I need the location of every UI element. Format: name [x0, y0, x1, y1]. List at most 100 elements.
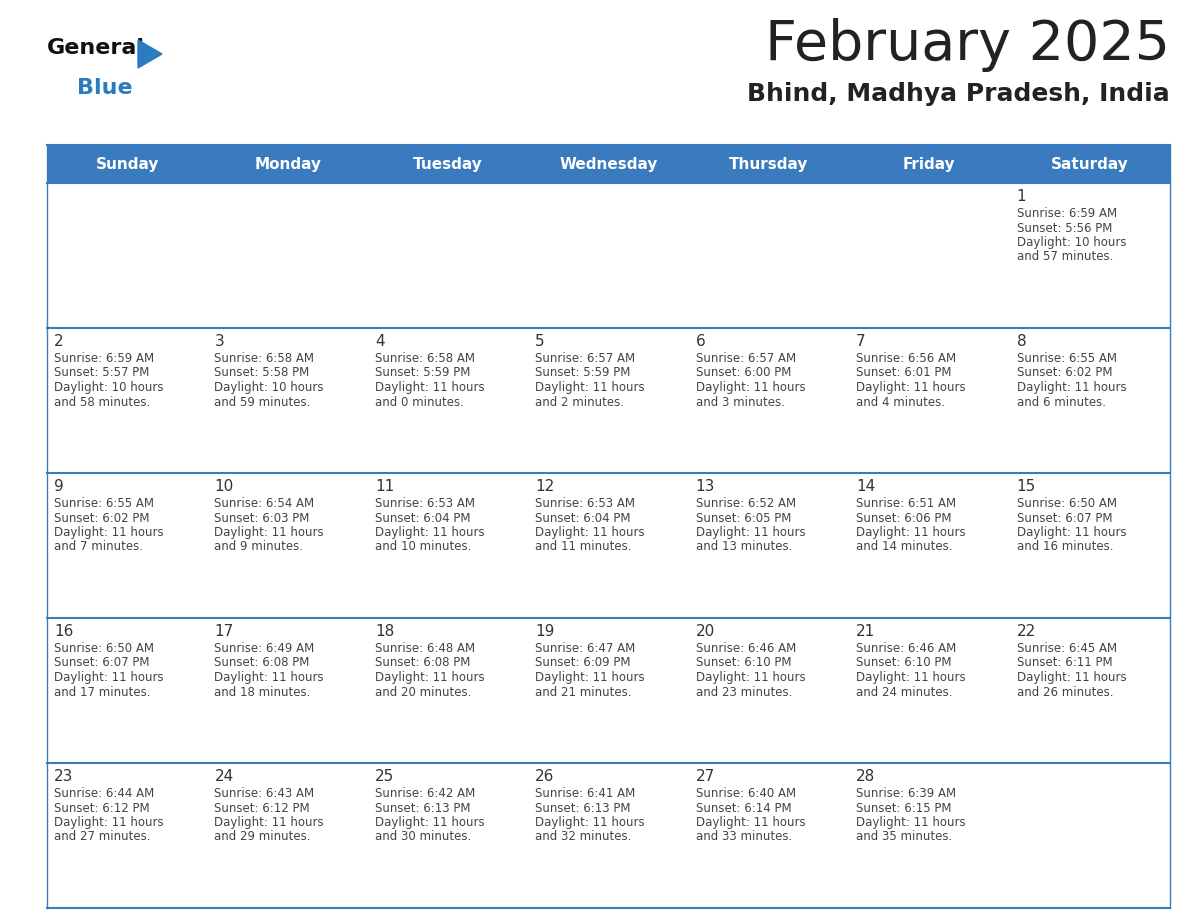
Text: Sunrise: 6:59 AM: Sunrise: 6:59 AM [53, 352, 154, 365]
Text: Sunrise: 6:56 AM: Sunrise: 6:56 AM [857, 352, 956, 365]
Bar [689, 473, 849, 618]
Text: 6: 6 [696, 334, 706, 349]
Text: Daylight: 11 hours: Daylight: 11 hours [375, 526, 485, 539]
Bar [368, 473, 529, 618]
Text: Sunset: 6:10 PM: Sunset: 6:10 PM [696, 656, 791, 669]
Text: Wednesday: Wednesday [560, 156, 658, 172]
Text: Sunrise: 6:46 AM: Sunrise: 6:46 AM [696, 642, 796, 655]
Text: Sunset: 6:12 PM: Sunset: 6:12 PM [53, 801, 150, 814]
Text: and 59 minutes.: and 59 minutes. [214, 396, 311, 409]
Text: and 30 minutes.: and 30 minutes. [375, 831, 472, 844]
Text: Blue: Blue [77, 78, 133, 98]
Text: Sunset: 6:15 PM: Sunset: 6:15 PM [857, 801, 952, 814]
Text: 12: 12 [536, 479, 555, 494]
Bar [208, 473, 368, 618]
Text: Sunset: 6:07 PM: Sunset: 6:07 PM [53, 656, 150, 669]
Text: 5: 5 [536, 334, 545, 349]
Text: and 21 minutes.: and 21 minutes. [536, 686, 632, 699]
Text: Daylight: 10 hours: Daylight: 10 hours [1017, 236, 1126, 249]
Text: Sunrise: 6:50 AM: Sunrise: 6:50 AM [1017, 497, 1117, 510]
Text: Daylight: 11 hours: Daylight: 11 hours [696, 816, 805, 829]
Text: Sunset: 5:57 PM: Sunset: 5:57 PM [53, 366, 150, 379]
Text: Sunset: 6:12 PM: Sunset: 6:12 PM [214, 801, 310, 814]
Bar [1010, 328, 1170, 473]
Bar [368, 328, 529, 473]
Text: 24: 24 [214, 769, 234, 784]
Polygon shape [138, 40, 162, 68]
Text: and 23 minutes.: and 23 minutes. [696, 686, 792, 699]
Text: and 16 minutes.: and 16 minutes. [1017, 541, 1113, 554]
Text: Daylight: 11 hours: Daylight: 11 hours [214, 526, 324, 539]
Text: Daylight: 11 hours: Daylight: 11 hours [53, 526, 164, 539]
Bar [48, 145, 1170, 183]
Text: Daylight: 11 hours: Daylight: 11 hours [375, 671, 485, 684]
Bar [849, 763, 1010, 908]
Bar [48, 183, 208, 328]
Text: 17: 17 [214, 624, 234, 639]
Bar [689, 183, 849, 328]
Text: Thursday: Thursday [729, 156, 809, 172]
Text: Sunrise: 6:41 AM: Sunrise: 6:41 AM [536, 787, 636, 800]
Text: and 24 minutes.: and 24 minutes. [857, 686, 953, 699]
Text: Sunset: 6:13 PM: Sunset: 6:13 PM [536, 801, 631, 814]
Text: Sunrise: 6:40 AM: Sunrise: 6:40 AM [696, 787, 796, 800]
Text: and 57 minutes.: and 57 minutes. [1017, 251, 1113, 263]
Text: 26: 26 [536, 769, 555, 784]
Text: and 18 minutes.: and 18 minutes. [214, 686, 311, 699]
Text: Sunrise: 6:57 AM: Sunrise: 6:57 AM [696, 352, 796, 365]
Text: Daylight: 11 hours: Daylight: 11 hours [857, 526, 966, 539]
Text: Sunrise: 6:48 AM: Sunrise: 6:48 AM [375, 642, 475, 655]
Text: 19: 19 [536, 624, 555, 639]
Text: Daylight: 11 hours: Daylight: 11 hours [536, 671, 645, 684]
Text: Sunday: Sunday [95, 156, 159, 172]
Text: Sunrise: 6:55 AM: Sunrise: 6:55 AM [53, 497, 154, 510]
Text: Sunrise: 6:58 AM: Sunrise: 6:58 AM [375, 352, 475, 365]
Text: Daylight: 11 hours: Daylight: 11 hours [536, 526, 645, 539]
Text: 15: 15 [1017, 479, 1036, 494]
Text: Daylight: 11 hours: Daylight: 11 hours [53, 816, 164, 829]
Text: Daylight: 10 hours: Daylight: 10 hours [53, 381, 164, 394]
Text: Sunset: 5:59 PM: Sunset: 5:59 PM [375, 366, 470, 379]
Text: Sunset: 6:00 PM: Sunset: 6:00 PM [696, 366, 791, 379]
Text: Daylight: 11 hours: Daylight: 11 hours [857, 381, 966, 394]
Text: Daylight: 11 hours: Daylight: 11 hours [536, 381, 645, 394]
Text: Sunset: 5:58 PM: Sunset: 5:58 PM [214, 366, 310, 379]
Text: Sunrise: 6:53 AM: Sunrise: 6:53 AM [375, 497, 475, 510]
Text: Sunset: 6:10 PM: Sunset: 6:10 PM [857, 656, 952, 669]
Text: and 14 minutes.: and 14 minutes. [857, 541, 953, 554]
Text: and 9 minutes.: and 9 minutes. [214, 541, 303, 554]
Text: Sunrise: 6:42 AM: Sunrise: 6:42 AM [375, 787, 475, 800]
Text: Sunrise: 6:59 AM: Sunrise: 6:59 AM [1017, 207, 1117, 220]
Text: Daylight: 11 hours: Daylight: 11 hours [375, 381, 485, 394]
Text: and 0 minutes.: and 0 minutes. [375, 396, 463, 409]
Text: Bhind, Madhya Pradesh, India: Bhind, Madhya Pradesh, India [747, 82, 1170, 106]
Bar [849, 328, 1010, 473]
Text: and 20 minutes.: and 20 minutes. [375, 686, 472, 699]
Text: Sunset: 5:56 PM: Sunset: 5:56 PM [1017, 221, 1112, 234]
Text: 18: 18 [375, 624, 394, 639]
Text: Sunset: 6:11 PM: Sunset: 6:11 PM [1017, 656, 1112, 669]
Text: Sunset: 6:05 PM: Sunset: 6:05 PM [696, 511, 791, 524]
Text: Sunrise: 6:58 AM: Sunrise: 6:58 AM [214, 352, 315, 365]
Text: Sunset: 6:03 PM: Sunset: 6:03 PM [214, 511, 310, 524]
Text: and 58 minutes.: and 58 minutes. [53, 396, 150, 409]
Text: Daylight: 11 hours: Daylight: 11 hours [1017, 381, 1126, 394]
Text: 23: 23 [53, 769, 74, 784]
Text: and 26 minutes.: and 26 minutes. [1017, 686, 1113, 699]
Text: Daylight: 11 hours: Daylight: 11 hours [214, 816, 324, 829]
Bar [208, 183, 368, 328]
Text: Friday: Friday [903, 156, 955, 172]
Text: Sunset: 6:02 PM: Sunset: 6:02 PM [53, 511, 150, 524]
Bar [689, 763, 849, 908]
Text: and 2 minutes.: and 2 minutes. [536, 396, 624, 409]
Text: General: General [48, 38, 145, 58]
Text: Sunset: 6:01 PM: Sunset: 6:01 PM [857, 366, 952, 379]
Bar [48, 763, 208, 908]
Text: Monday: Monday [254, 156, 321, 172]
Text: Sunrise: 6:51 AM: Sunrise: 6:51 AM [857, 497, 956, 510]
Bar [1010, 183, 1170, 328]
Bar [208, 328, 368, 473]
Text: and 32 minutes.: and 32 minutes. [536, 831, 632, 844]
Text: and 6 minutes.: and 6 minutes. [1017, 396, 1106, 409]
Text: and 13 minutes.: and 13 minutes. [696, 541, 792, 554]
